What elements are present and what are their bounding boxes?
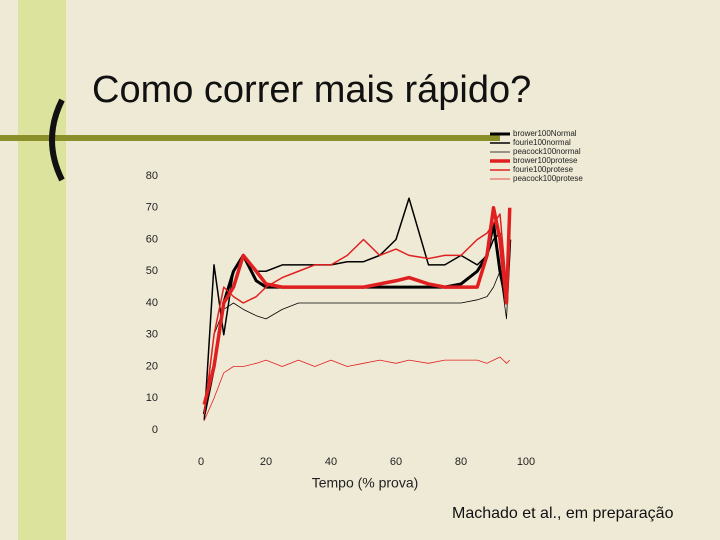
side-strip [18, 0, 66, 540]
series-line [203, 213, 511, 415]
title-rule [0, 135, 500, 141]
x-tick-label: 100 [517, 456, 535, 468]
y-tick-label: 20 [146, 360, 158, 372]
legend-label: brower100protese [513, 156, 578, 165]
bracket [49, 98, 65, 182]
x-tick-label: 0 [198, 456, 204, 468]
y-tick-label: 0 [152, 424, 158, 436]
y-tick-label: 80 [146, 170, 158, 182]
y-tick-label: 10 [146, 392, 158, 404]
legend-label: fourie100normal [513, 138, 571, 147]
slide-title: Como correr mais rápido? [92, 69, 531, 111]
series-line [203, 356, 511, 421]
x-tick-label: 80 [455, 456, 467, 468]
series-line [203, 255, 511, 421]
y-tick-label: 70 [146, 202, 158, 214]
legend-label: brower100Normal [513, 129, 577, 138]
legend-label: peacock100normal [513, 147, 581, 156]
y-tick-label: 30 [146, 329, 158, 341]
series-line [202, 206, 512, 406]
citation: Machado et al., em preparação [452, 505, 674, 522]
x-axis-label: Tempo (% prova) [312, 475, 419, 491]
legend-label: fourie100protese [513, 165, 574, 174]
y-tick-label: 50 [146, 265, 158, 277]
x-tick-label: 60 [390, 456, 402, 468]
x-tick-label: 20 [260, 456, 272, 468]
y-tick-label: 60 [146, 233, 158, 245]
x-tick-label: 40 [325, 456, 337, 468]
y-tick-label: 40 [146, 297, 158, 309]
legend-label: peacock100protese [513, 174, 583, 183]
